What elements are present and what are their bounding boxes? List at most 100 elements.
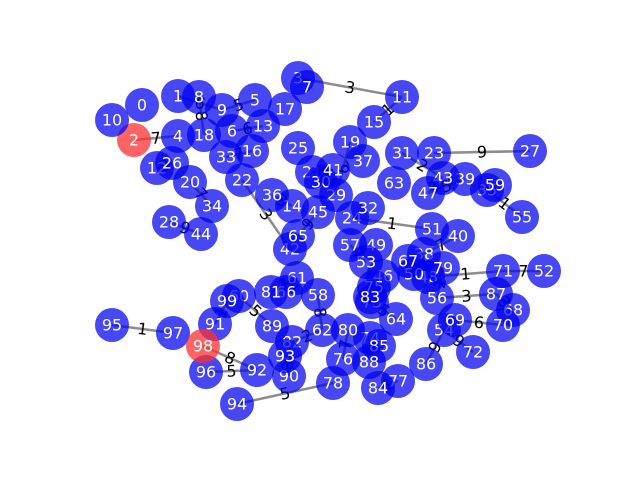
node-label: 10 xyxy=(102,111,122,130)
node-circle xyxy=(210,284,244,318)
node-10: 10 xyxy=(95,103,129,137)
node-circle xyxy=(220,387,254,421)
node-label: 89 xyxy=(262,317,282,336)
node-80: 80 xyxy=(331,313,365,347)
node-label: 18 xyxy=(194,126,214,145)
node-label: 40 xyxy=(448,227,468,246)
node-circle xyxy=(125,88,159,122)
node-79: 79 xyxy=(426,251,460,285)
node-18: 18 xyxy=(187,118,221,152)
node-5: 5 xyxy=(238,83,272,117)
node-label: 2 xyxy=(129,131,139,150)
node-label: 13 xyxy=(253,117,273,136)
node-circle xyxy=(478,168,512,202)
node-37: 37 xyxy=(346,144,380,178)
node-label: 84 xyxy=(368,379,388,398)
node-64: 64 xyxy=(379,302,413,336)
node-label: 52 xyxy=(534,262,554,281)
node-label: 0 xyxy=(137,96,147,115)
node-4: 4 xyxy=(161,119,195,153)
node-circle xyxy=(415,212,449,246)
node-label: 92 xyxy=(247,361,267,380)
node-57: 57 xyxy=(333,228,367,262)
node-7: 7 xyxy=(290,70,324,104)
node-circle xyxy=(352,345,386,379)
node-99: 99 xyxy=(210,284,244,318)
node-label: 76 xyxy=(333,350,353,369)
node-circle xyxy=(281,131,315,165)
node-circle xyxy=(95,308,129,342)
node-circle xyxy=(187,118,221,152)
edge-weight-label: 7 xyxy=(518,262,528,281)
node-label: 63 xyxy=(384,174,404,193)
node-label: 47 xyxy=(418,184,438,203)
node-circle xyxy=(189,355,223,389)
node-label: 86 xyxy=(416,355,436,374)
node-15: 15 xyxy=(357,105,391,139)
node-circle xyxy=(333,228,367,262)
node-62: 62 xyxy=(305,313,339,347)
node-label: 4 xyxy=(173,127,183,146)
node-circle xyxy=(441,219,475,253)
node-circle xyxy=(238,83,272,117)
node-label: 16 xyxy=(242,142,262,161)
node-16: 16 xyxy=(235,134,269,168)
node-label: 69 xyxy=(445,311,465,330)
node-67: 67 xyxy=(391,244,425,278)
node-label: 59 xyxy=(485,176,505,195)
edge-weight-label: 1 xyxy=(460,264,472,284)
node-circle xyxy=(379,302,413,336)
node-label: 96 xyxy=(196,363,216,382)
node-9: 9 xyxy=(205,93,239,127)
node-circle xyxy=(357,105,391,139)
node-label: 78 xyxy=(323,374,343,393)
node-circle xyxy=(361,371,395,405)
node-label: 55 xyxy=(512,208,532,227)
node-11: 11 xyxy=(385,80,419,114)
node-circle xyxy=(152,205,186,239)
node-circle xyxy=(438,303,472,337)
node-47: 47 xyxy=(411,176,445,210)
node-circle xyxy=(505,200,539,234)
node-81: 81 xyxy=(254,275,288,309)
node-63: 63 xyxy=(377,166,411,200)
node-25: 25 xyxy=(281,131,315,165)
node-circle xyxy=(316,153,350,187)
node-circle xyxy=(240,353,274,387)
node-label: 51 xyxy=(422,220,442,239)
node-label: 33 xyxy=(216,148,236,167)
node-label: 99 xyxy=(217,292,237,311)
node-40: 40 xyxy=(441,219,475,253)
node-circle xyxy=(353,280,387,314)
highlighted-node-circle xyxy=(117,123,151,157)
node-label: 67 xyxy=(398,252,418,271)
node-label: 34 xyxy=(202,197,222,216)
node-92: 92 xyxy=(240,353,274,387)
node-2: 2 xyxy=(117,123,151,157)
node-circle xyxy=(411,176,445,210)
node-label: 1 xyxy=(173,87,183,106)
node-label: 65 xyxy=(288,227,308,246)
node-circle xyxy=(527,254,561,288)
node-label: 9 xyxy=(217,101,227,120)
node-label: 6 xyxy=(227,122,237,141)
node-circle xyxy=(351,191,385,225)
node-33: 33 xyxy=(209,140,243,174)
edge-weight-label: 3 xyxy=(461,286,472,306)
node-label: 45 xyxy=(308,203,328,222)
node-circle xyxy=(156,316,190,350)
node-45: 45 xyxy=(301,195,335,229)
node-94: 94 xyxy=(220,387,254,421)
node-label: 72 xyxy=(463,343,483,362)
node-circle xyxy=(255,309,289,343)
node-label: 87 xyxy=(486,285,506,304)
node-label: 41 xyxy=(323,161,343,180)
node-label: 62 xyxy=(312,321,332,340)
node-78: 78 xyxy=(316,366,350,400)
node-label: 91 xyxy=(205,315,225,334)
node-83: 83 xyxy=(353,280,387,314)
node-label: 98 xyxy=(193,337,213,356)
node-label: 97 xyxy=(163,324,183,343)
node-layer: 0123456789101112131415161718192021222324… xyxy=(95,61,561,421)
node-circle xyxy=(377,166,411,200)
